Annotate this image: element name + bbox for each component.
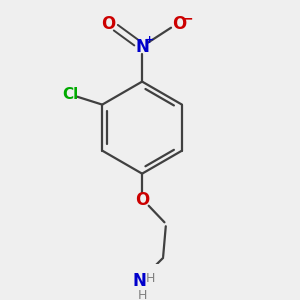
Text: N: N (133, 272, 146, 290)
Text: O: O (172, 15, 186, 33)
Text: O: O (135, 191, 149, 209)
Text: N: N (135, 38, 149, 56)
Text: −: − (182, 11, 193, 25)
Text: H: H (137, 290, 147, 300)
Text: O: O (101, 15, 115, 33)
Text: +: + (145, 34, 154, 44)
Text: Cl: Cl (63, 87, 79, 102)
Text: H: H (145, 272, 155, 285)
